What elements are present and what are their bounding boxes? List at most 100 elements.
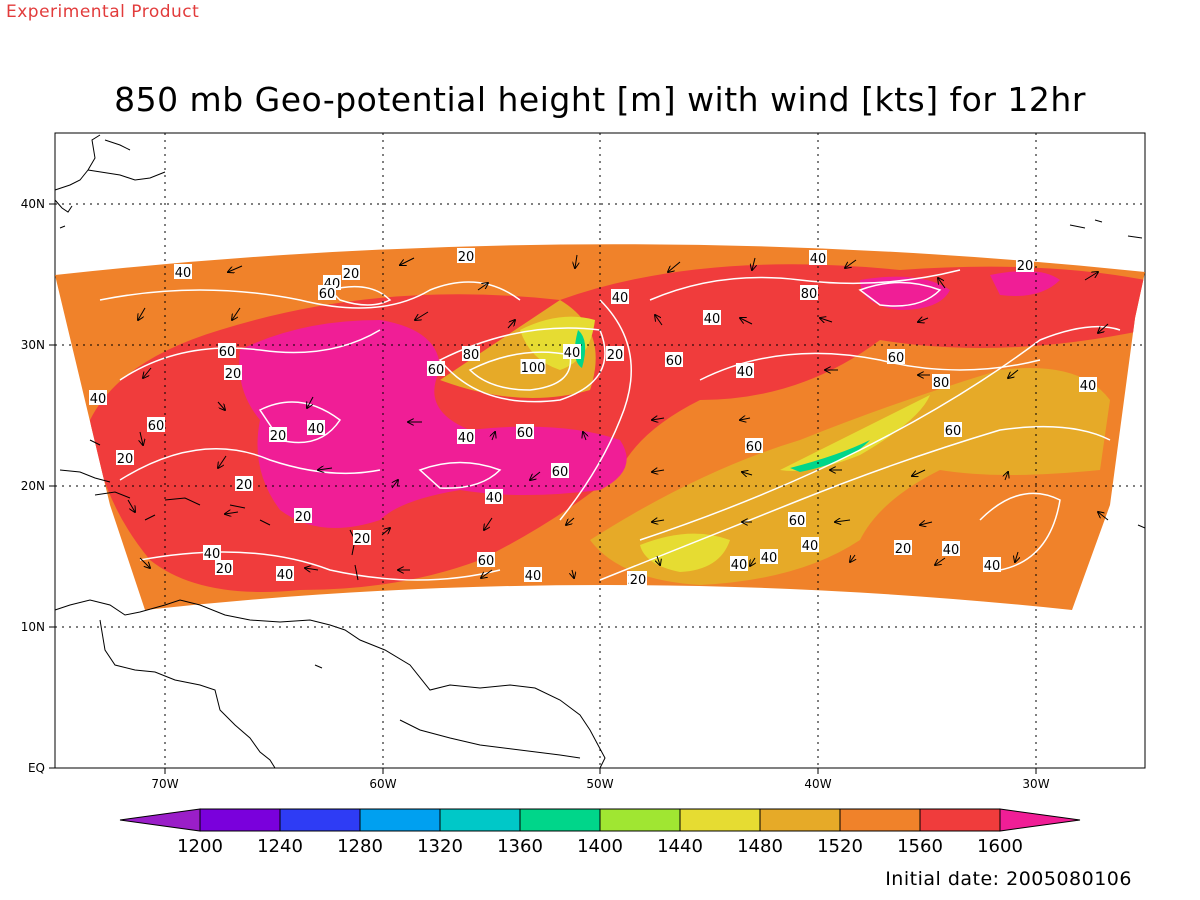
atlantic-islands: [1069, 219, 1146, 529]
contour-label-bg: [563, 344, 581, 359]
cbar-tick-label: 1520: [817, 836, 863, 857]
wind-arrow: [572, 569, 574, 578]
contour: [438, 327, 606, 403]
contour-label: 60: [945, 424, 962, 439]
contour-label: 20: [295, 510, 312, 525]
height-shading: [55, 244, 1145, 610]
contour: [858, 281, 942, 307]
contour-label: 60: [666, 354, 683, 369]
colorbar-bin: [679, 808, 761, 832]
contour: [599, 425, 1111, 581]
contour-label: 80: [933, 376, 950, 391]
wind-arrow: [484, 517, 493, 530]
lon-label-30w: 30W: [1022, 777, 1049, 791]
wind-arrow: [225, 512, 239, 514]
lon-label-50w: 50W: [586, 777, 613, 791]
contour-label-bg: [932, 374, 950, 389]
contour-label-bg: [809, 250, 827, 265]
wind-arrow: [912, 469, 926, 476]
contour-label: 40: [564, 346, 581, 361]
wind-arrow: [140, 431, 143, 445]
contour-label: 20: [343, 267, 360, 282]
wind-arrow: [477, 283, 488, 291]
shade-1600-c: [990, 271, 1060, 296]
wind-arrow: [139, 557, 150, 568]
lat-label-40n: 40N: [21, 197, 45, 211]
contour-label-bg: [427, 361, 445, 376]
contour-label: 20: [895, 542, 912, 557]
contour: [119, 448, 381, 481]
cbar-tick-label: 1400: [577, 836, 623, 857]
colorbar-bin: [199, 808, 281, 832]
contour-label-bg: [276, 566, 294, 581]
colorbar-bin: [519, 808, 601, 832]
contour-label-bg: [353, 530, 371, 545]
contour: [258, 401, 342, 444]
wind-arrow: [655, 315, 663, 326]
contour: [639, 325, 1121, 541]
contour: [99, 281, 521, 309]
contour-label-bg: [224, 365, 242, 380]
wind-arrow: [307, 396, 314, 408]
contour-label-bg: [665, 352, 683, 367]
contour-label: 60: [888, 351, 905, 366]
contour-label: 100: [521, 361, 546, 376]
contour-label-bg: [606, 346, 624, 361]
shade-1440-c: [780, 395, 930, 471]
contour-label-bg: [745, 438, 763, 453]
contour-label: 60: [552, 465, 569, 480]
experimental-product-label: Experimental Product: [6, 2, 200, 22]
wind-arrow: [752, 257, 755, 270]
contour-label: 80: [801, 287, 818, 302]
wind-arrow: [1008, 369, 1019, 378]
contour-label: 60: [478, 554, 495, 569]
contour-label-bg: [462, 346, 480, 361]
wind-arrow: [740, 318, 753, 325]
wind-arrow: [845, 259, 857, 268]
cbar-tick-label: 1320: [417, 836, 463, 857]
contour-label: 40: [1080, 379, 1097, 394]
wind-arrow: [217, 401, 225, 410]
wind-arrow: [575, 254, 577, 268]
contour-label-bg: [203, 545, 221, 560]
contour-label-bg: [524, 567, 542, 582]
lat-label-10n: 10N: [21, 620, 45, 634]
contour-label-bg: [307, 420, 325, 435]
contour-label-bg: [629, 571, 647, 586]
contour-label-bg: [215, 560, 233, 575]
colorbar-low-extend: [119, 808, 201, 832]
wind-arrow: [1015, 551, 1018, 562]
contour-label-bg: [457, 429, 475, 444]
contour: [699, 352, 1041, 381]
contour-label: 20: [216, 562, 233, 577]
colorbar-bin: [839, 808, 921, 832]
contour-label-bg: [294, 508, 312, 523]
contour-label-bg: [894, 540, 912, 555]
contour-label: 20: [1017, 259, 1034, 274]
contour-label-bg: [942, 541, 960, 556]
initial-date: Initial date: 2005080106: [885, 868, 1132, 890]
grid-lines: [55, 133, 1145, 768]
contour-label-bg: [1079, 377, 1097, 392]
wind-arrow: [918, 318, 929, 322]
contour-label-bg: [887, 349, 905, 364]
contour-label-bg: [551, 463, 569, 478]
contour-label-bg: [730, 556, 748, 571]
contour-label-bg: [218, 343, 236, 358]
wind-arrow: [652, 470, 665, 472]
contour-label: 20: [225, 367, 242, 382]
contour: [559, 299, 632, 521]
cbar-tick-label: 1480: [737, 836, 783, 857]
lon-label-70w: 70W: [151, 777, 178, 791]
shade-1360: [790, 440, 870, 472]
colorbar-high-extend: [999, 808, 1081, 832]
contour-label-bg: [342, 265, 360, 280]
axis-ticks: [49, 203, 1037, 774]
wind-arrow: [820, 318, 833, 322]
contour-label: 60: [746, 440, 763, 455]
contour-label: 60: [319, 287, 336, 302]
wind-arrow: [218, 455, 227, 468]
shade-1600-b: [860, 276, 950, 310]
contour-label-bg: [147, 417, 165, 432]
